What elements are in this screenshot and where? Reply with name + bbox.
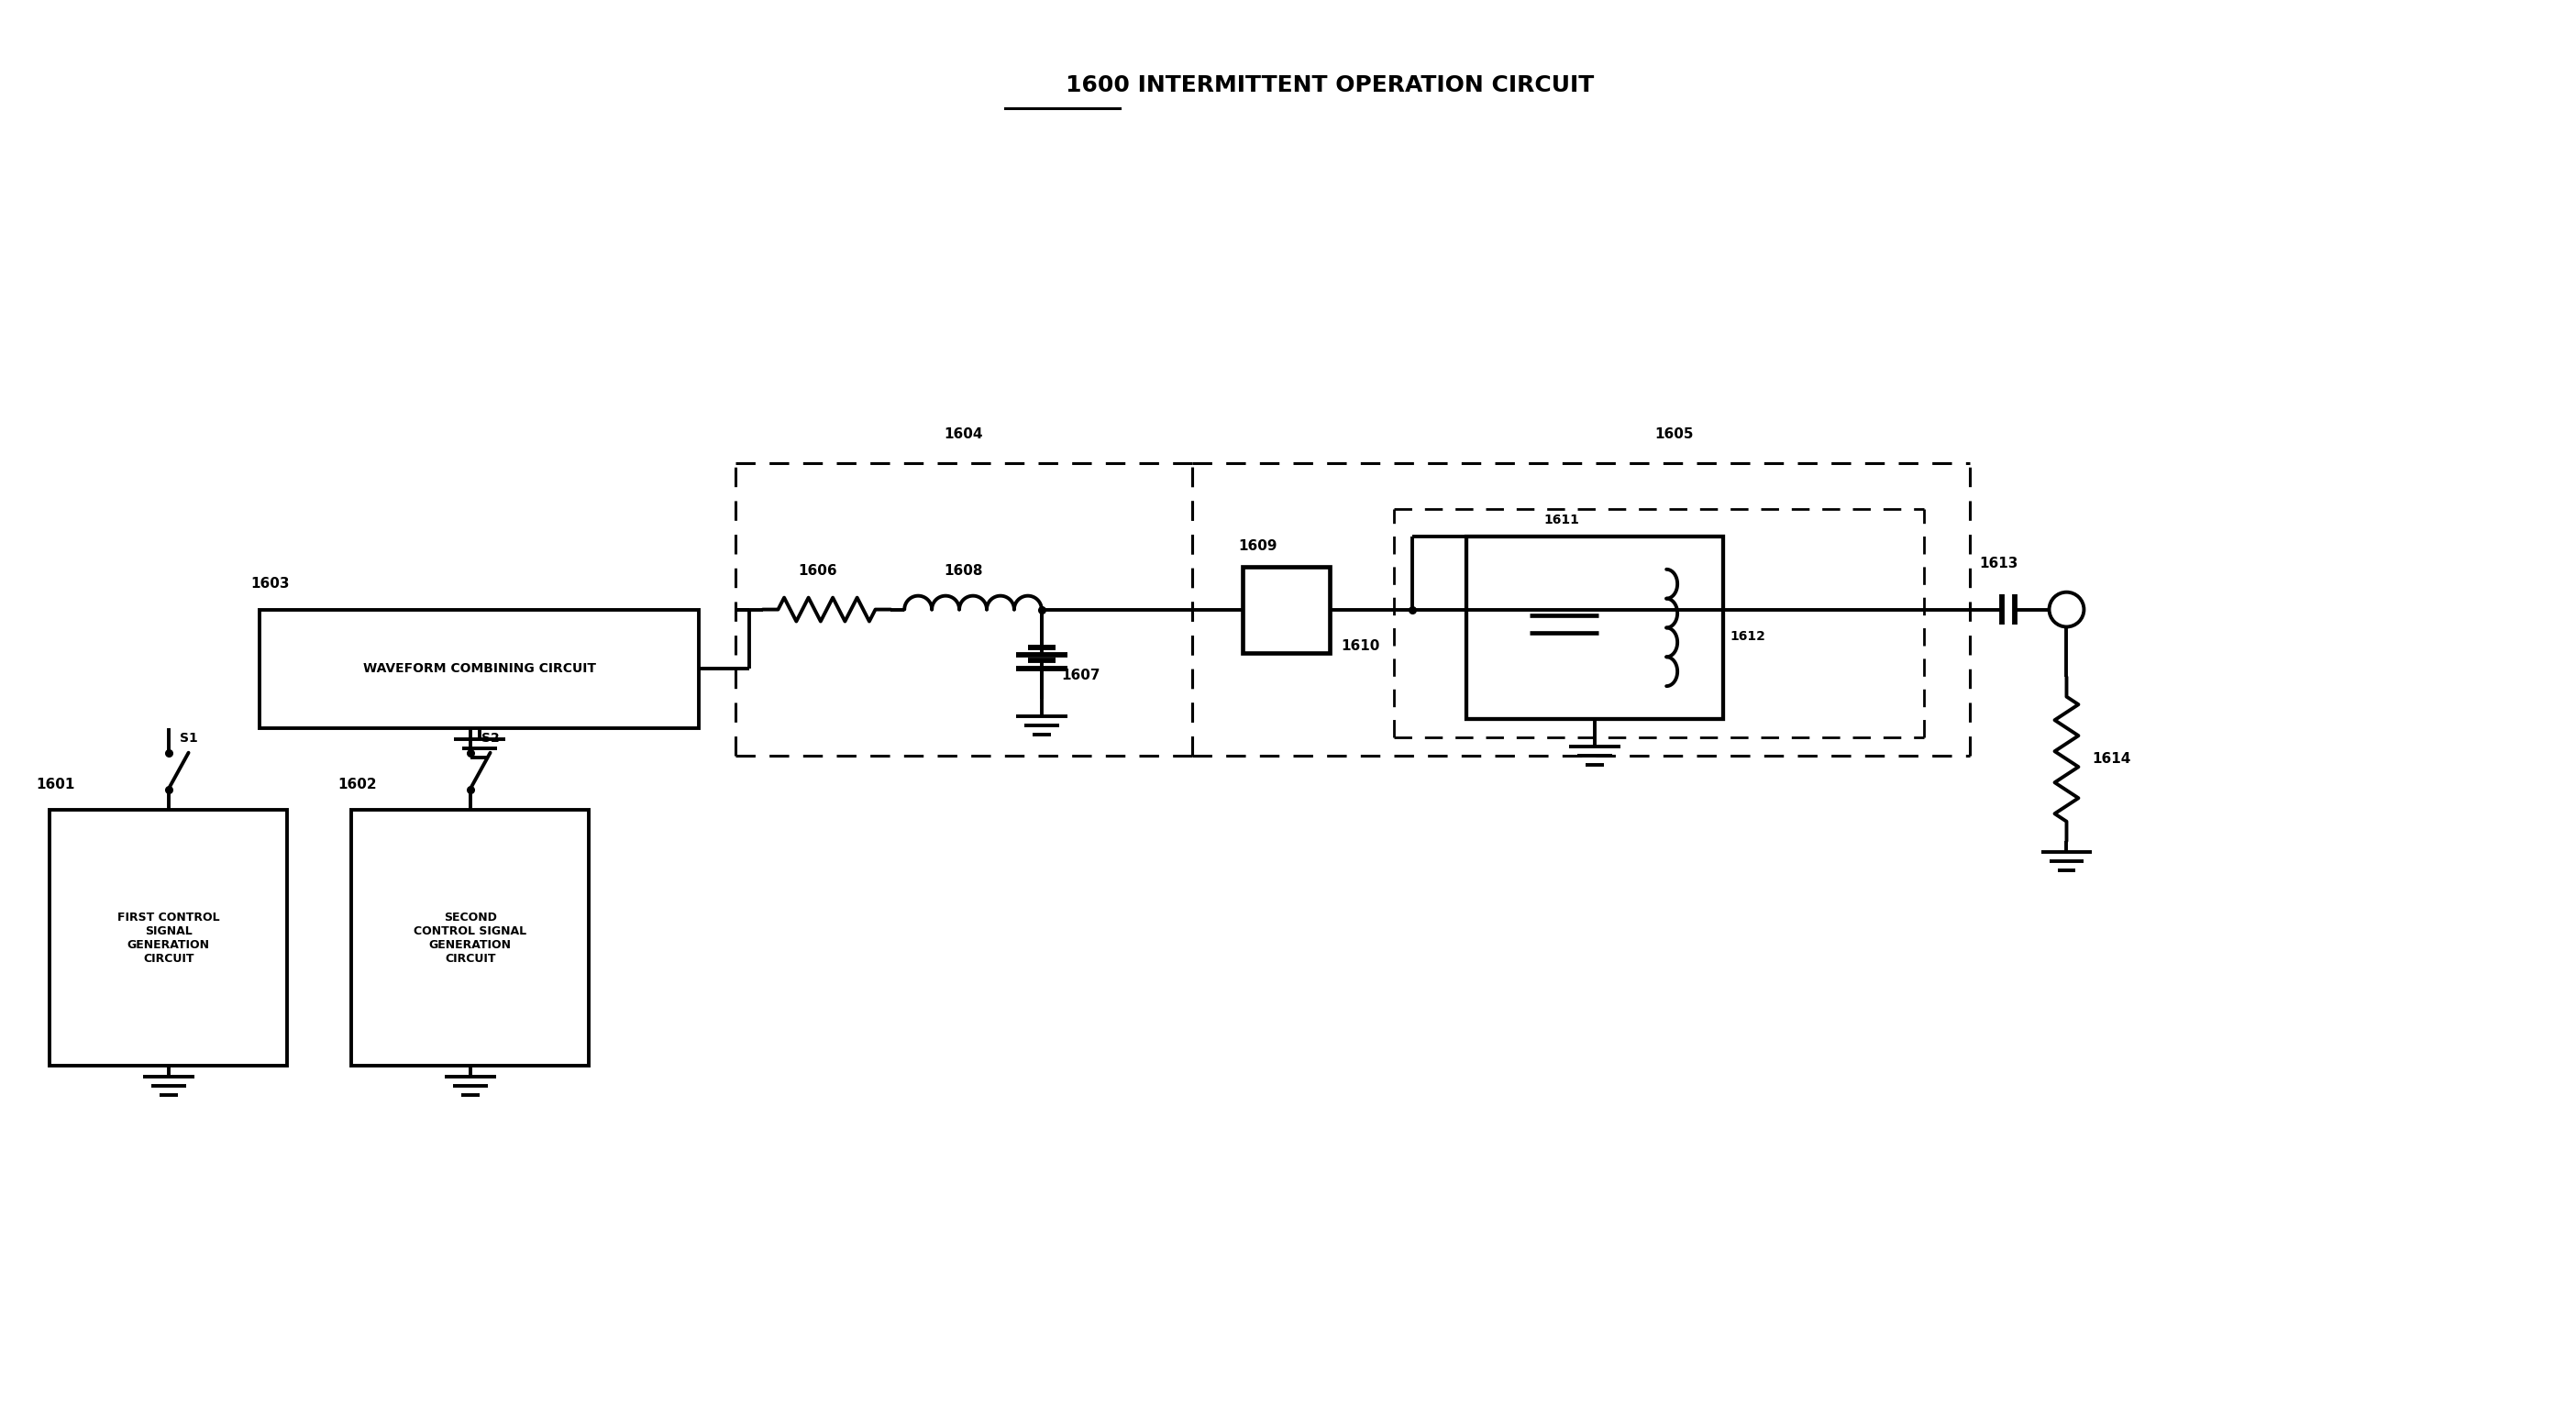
Text: 1612: 1612 xyxy=(1731,630,1765,643)
Text: 1605: 1605 xyxy=(1654,428,1695,442)
Text: 1607: 1607 xyxy=(1061,668,1100,683)
Text: 1602: 1602 xyxy=(337,777,376,792)
Text: SECOND
CONTROL SIGNAL
GENERATION
CIRCUIT: SECOND CONTROL SIGNAL GENERATION CIRCUIT xyxy=(415,912,526,964)
Text: 1604: 1604 xyxy=(945,428,984,442)
Text: S2: S2 xyxy=(482,732,500,745)
Text: 1608: 1608 xyxy=(945,565,984,578)
Text: 1603: 1603 xyxy=(250,578,289,590)
Text: 1610: 1610 xyxy=(1342,639,1381,653)
Bar xyxy=(49,810,289,1066)
Text: WAVEFORM COMBINING CIRCUIT: WAVEFORM COMBINING CIRCUIT xyxy=(363,663,595,675)
Circle shape xyxy=(2048,592,2084,627)
Bar xyxy=(1242,566,1329,653)
Bar xyxy=(1466,537,1723,719)
Text: FIRST CONTROL
SIGNAL
GENERATION
CIRCUIT: FIRST CONTROL SIGNAL GENERATION CIRCUIT xyxy=(118,912,219,964)
Text: 1609: 1609 xyxy=(1239,539,1278,554)
Bar xyxy=(350,810,590,1066)
Text: 1600 INTERMITTENT OPERATION CIRCUIT: 1600 INTERMITTENT OPERATION CIRCUIT xyxy=(1066,74,1595,96)
Text: 1614: 1614 xyxy=(2092,752,2130,766)
Text: 1613: 1613 xyxy=(1978,556,2020,571)
Text: S1: S1 xyxy=(180,732,198,745)
Text: 1606: 1606 xyxy=(799,565,837,578)
Text: 1611: 1611 xyxy=(1543,514,1579,527)
Bar xyxy=(260,609,698,728)
Text: 1601: 1601 xyxy=(36,777,75,792)
